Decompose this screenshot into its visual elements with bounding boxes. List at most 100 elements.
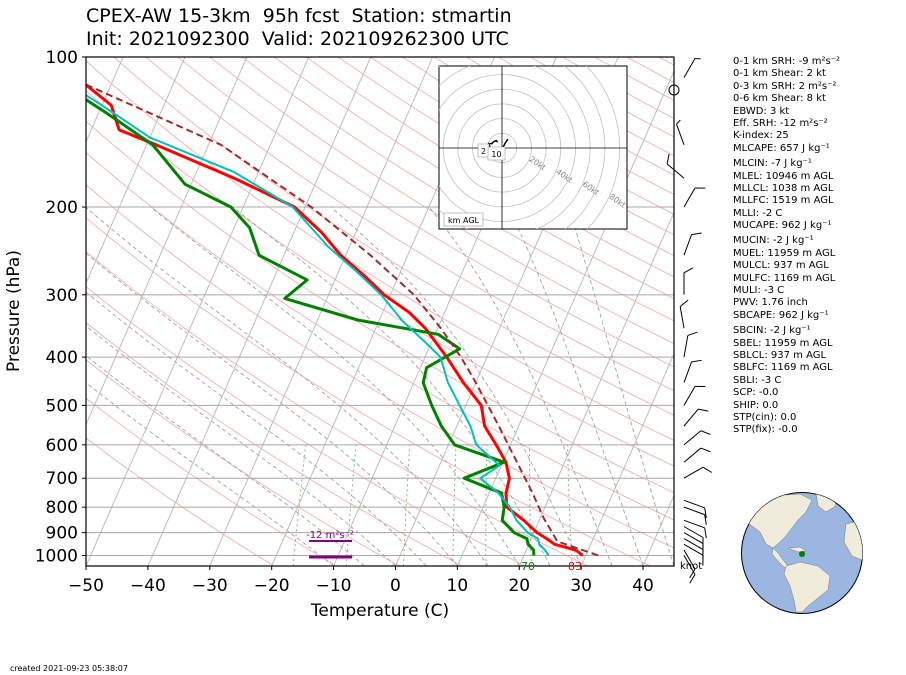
stat-line: MLLI: -2 C	[733, 207, 783, 219]
wind-barb	[679, 299, 689, 329]
stat-line: MUCAPE: 962 J kg⁻¹	[733, 220, 832, 232]
dry-adiabat	[86, 397, 337, 566]
hodograph-height-label-2: 2	[477, 143, 490, 158]
mixing-ratio-line	[345, 444, 357, 566]
dry-adiabat	[86, 89, 674, 467]
stat-line: SBLCL: 937 m AGL	[733, 349, 827, 361]
x-tick-label: 10	[447, 576, 469, 596]
y-tick-label: 200	[46, 198, 78, 218]
stat-line: MUEL: 11959 m AGL	[733, 247, 836, 259]
chart-title: CPEX-AW 15-3km 95h fcst Station: stmarti…	[86, 5, 512, 27]
dry-adiabat	[851, 57, 906, 566]
y-axis-label: Pressure (hPa)	[4, 250, 24, 372]
y-tick-label: 100	[46, 48, 78, 68]
mixing-ratio-line	[529, 444, 532, 566]
x-tick-label: 30	[570, 576, 592, 596]
stat-line: 0-6 km Shear: 8 kt	[733, 93, 826, 105]
isotherm	[456, 69, 674, 566]
hodograph-frame	[438, 65, 628, 230]
y-tick-label: 800	[46, 498, 78, 518]
dry-adiabat	[145, 57, 674, 392]
mixing-ratio-line	[403, 444, 411, 566]
hodograph-footer: km AGL	[443, 212, 484, 227]
dry-adiabat	[86, 359, 400, 566]
wind-barb	[683, 331, 698, 358]
y-tick-label: 700	[46, 469, 78, 489]
moist-adiabat	[86, 252, 458, 566]
surface-temperature-label: 83	[568, 560, 582, 573]
wind-barb	[666, 153, 685, 179]
svg-text:2: 2	[481, 147, 486, 156]
stat-line: MLLFC: 1519 m AGL	[733, 195, 834, 207]
stat-line: Eff. SRH: -12 m²s⁻²	[733, 117, 828, 129]
wind-barb	[683, 506, 707, 525]
dry-adiabat	[273, 57, 674, 300]
dry-adiabat	[86, 151, 674, 521]
x-tick-label: −20	[254, 576, 290, 596]
stat-line: 0-1 km Shear: 2 kt	[733, 68, 826, 80]
x-tick-label: 0	[390, 576, 401, 596]
moist-adiabat	[86, 382, 334, 566]
dry-adiabat	[86, 250, 588, 566]
wind-barb	[683, 466, 713, 479]
stat-line: MUCIN: -2 J kg⁻¹	[733, 235, 814, 247]
stat-line: MLEL: 10946 m AGL	[733, 170, 834, 182]
isotherm	[580, 352, 674, 566]
wind-unit-label: knot	[680, 561, 702, 572]
stat-line: SBCAPE: 962 J kg⁻¹	[733, 309, 829, 321]
stat-line: SBLI: -3 C	[733, 374, 782, 386]
dry-adiabat	[86, 286, 526, 566]
stat-line: MULI: -3 C	[733, 285, 785, 297]
wind-barb	[683, 187, 706, 208]
moist-adiabat	[568, 206, 674, 566]
wetbulb-line	[86, 93, 550, 556]
stat-line: 0-3 km SRH: 2 m²s⁻²	[733, 80, 837, 92]
stat-line: MLCIN: -7 J kg⁻¹	[733, 158, 812, 170]
y-tick-label: 600	[46, 436, 78, 456]
stat-line: 0-1 km SRH: -9 m²s⁻²	[733, 56, 840, 67]
dry-adiabat	[113, 57, 674, 416]
dry-adiabat	[305, 57, 674, 278]
stat-line: MULCL: 937 m AGL	[733, 260, 829, 272]
dry-adiabat	[86, 120, 674, 494]
dry-adiabat	[86, 437, 275, 566]
wind-barb	[683, 519, 707, 539]
stat-line: MLLCL: 1038 m AGL	[733, 182, 834, 194]
wind-barb	[683, 549, 696, 579]
created-timestamp: created 2021-09-23 05:38:07	[10, 664, 128, 673]
calm-wind-circle	[668, 84, 680, 96]
wind-barb	[676, 119, 685, 145]
hodograph-height-label-10: 10	[487, 146, 506, 161]
svg-text:km AGL: km AGL	[448, 216, 480, 225]
wind-barb	[683, 447, 711, 463]
parcel-line	[86, 83, 599, 557]
x-tick-label: −40	[130, 576, 166, 596]
wind-barb	[683, 385, 706, 406]
dry-adiabat	[86, 322, 463, 566]
dewpoint-line	[86, 97, 536, 556]
dry-adiabat	[86, 217, 651, 566]
x-tick-label: −30	[192, 576, 228, 596]
dry-adiabat	[241, 57, 674, 322]
x-tick-label: 40	[632, 576, 654, 596]
srh-label: -12 m²s⁻²	[306, 530, 354, 541]
stat-line: SHIP: 0.0	[733, 399, 779, 411]
isotherm	[209, 57, 434, 566]
stat-line: SCP: -0.0	[733, 387, 779, 399]
station-marker	[799, 551, 805, 557]
mixing-ratio-line	[292, 444, 307, 566]
isotherm	[518, 211, 674, 566]
wind-barb	[683, 267, 694, 295]
dry-adiabat	[209, 57, 674, 345]
stat-line: MULFC: 1169 m AGL	[733, 272, 836, 284]
y-tick-label: 500	[46, 396, 78, 416]
wind-barb	[683, 58, 701, 78]
isotherm	[147, 57, 372, 566]
x-tick-label: 20	[508, 576, 530, 596]
mixing-ratio-line	[452, 444, 457, 566]
isotherm	[86, 57, 248, 426]
moist-adiabat	[86, 291, 427, 566]
stats-panel: 0-1 km SRH: -9 m²s⁻² 0-1 km Shear: 2 kt 0-…	[733, 56, 840, 437]
dry-adiabat	[177, 57, 674, 368]
